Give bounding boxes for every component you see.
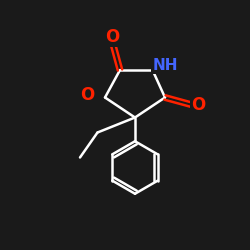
Text: O: O [191, 96, 205, 114]
Text: O: O [80, 86, 94, 104]
Text: NH: NH [152, 58, 178, 72]
Text: O: O [106, 28, 120, 46]
